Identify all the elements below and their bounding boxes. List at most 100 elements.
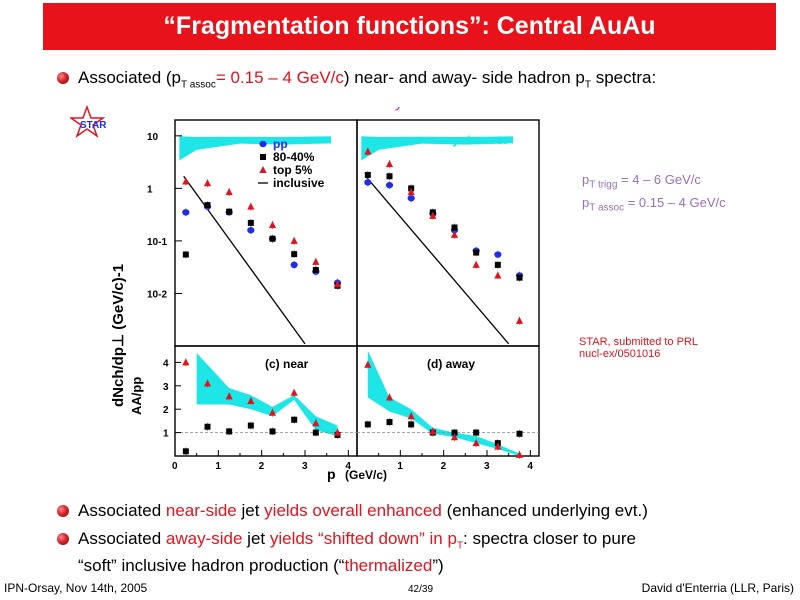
centrality-80-40-marker: [269, 235, 276, 242]
top5-marker: [182, 358, 190, 366]
centrality-80-40-marker: [204, 423, 211, 430]
y-tick-label: 1: [147, 184, 153, 195]
y-tick-label: 10-2: [147, 289, 167, 300]
top5-marker: [385, 393, 394, 401]
top5-marker: [247, 397, 255, 404]
top5-marker: [515, 450, 524, 458]
top5-marker: [290, 236, 298, 244]
x-tick-label: 4: [345, 461, 351, 472]
pp-marker: [494, 251, 502, 258]
centrality-80-40-marker: [312, 266, 319, 273]
star-logo: STAR: [68, 104, 120, 152]
near-side-label: Near-side: [182, 107, 251, 111]
top5-marker: [312, 419, 320, 427]
top5-marker: [450, 433, 459, 441]
ratio-away-label: (d) away: [427, 357, 475, 371]
syst-error-label: syst. error: [445, 132, 509, 147]
top5-marker: [333, 428, 342, 436]
syst-band-near: [179, 136, 331, 161]
text: (enhanced underlying evt.): [441, 501, 648, 520]
text: jet: [236, 501, 265, 520]
top5-marker: [268, 221, 277, 229]
y-tick-label: 10: [147, 132, 159, 143]
top5-marker: [494, 442, 502, 450]
y-tick-label: 1: [163, 429, 169, 440]
centrality-80-40-marker: [312, 429, 319, 436]
away-side-term: away-side: [165, 529, 243, 548]
intro-sub: T assoc: [181, 79, 216, 91]
intro-text: Associated (p: [78, 68, 181, 87]
top5-marker: [385, 160, 394, 168]
centrality-80-40-marker: [451, 429, 458, 436]
conclusion-near: Associated near-side jet yields overall …: [78, 500, 648, 521]
legend-label: pp: [273, 137, 288, 151]
chart-canvas: dNch/dp⊥ (GeV/c)-1 AA/pp p (GeV/c) 10110…: [110, 107, 540, 482]
away-side-label: Away-side: [364, 107, 438, 111]
x-tick-label: 0: [172, 461, 178, 472]
footer-center: 42/39: [408, 584, 434, 595]
centrality-80-40-marker: [269, 428, 276, 435]
centrality-80-40-marker: [516, 430, 523, 437]
pp-marker: [259, 140, 267, 148]
param-sub1: T trigg: [589, 179, 618, 191]
reference-line2: nucl-ex/0501016: [579, 348, 661, 360]
star-logo-text: STAR: [80, 120, 107, 131]
pp-marker: [385, 181, 394, 189]
param-val1: = 4 – 6 GeV/c: [617, 172, 701, 187]
centrality-80-40-marker: [494, 261, 501, 268]
top5-marker: [472, 439, 480, 447]
syst-band-away: [361, 136, 513, 161]
trigger-params: pT trigg = 4 – 6 GeV/c: [582, 172, 701, 191]
ratio-near-label: (c) near: [265, 357, 309, 371]
param-sub2: T assoc: [589, 202, 625, 214]
top5-marker: [225, 392, 233, 400]
top5-marker: [247, 202, 255, 210]
top5-marker: [494, 271, 502, 279]
footer-right: David d'Enterria (LLR, Paris): [641, 581, 794, 595]
centrality-80-40-marker: [364, 171, 371, 178]
intro-line: Associated (pT assoc= 0.15 – 4 GeV/c) ne…: [78, 67, 656, 95]
bullet-icon: [57, 72, 69, 84]
text: : spectra closer to pure: [463, 529, 636, 548]
assoc-params: pT assoc = 0.15 – 4 GeV/c: [582, 195, 726, 214]
top5-marker: [407, 412, 415, 420]
centrality-80-40-marker: [364, 421, 371, 428]
top5-marker: [225, 188, 233, 196]
conclusion-away: Associated away-side jet yields “shifted…: [78, 528, 636, 556]
reference-line1: STAR, submitted to PRL: [579, 336, 699, 348]
panel-frame-near: [174, 119, 358, 347]
x-axis-label: p: [327, 466, 336, 482]
centrality-80-40-marker: [386, 419, 393, 426]
text: Associated: [78, 529, 166, 548]
x-tick-label: 3: [302, 461, 308, 472]
top5-marker: [364, 147, 372, 155]
footer-left: IPN-Orsay, Nov 14th, 2005: [4, 581, 148, 595]
y-axis-label-top: dNch/dp⊥ (GeV/c)-1: [110, 264, 127, 407]
intro-mid: ) near- and away- side hadron p: [343, 68, 585, 87]
x-tick-label: 4: [527, 461, 533, 472]
pp-marker: [364, 179, 372, 186]
top5-marker: [333, 280, 342, 288]
top5-marker: [290, 388, 298, 396]
intro-range: = 0.15 – 4 GeV/c: [215, 68, 344, 87]
centrality-80-40-marker: [516, 274, 523, 281]
intro-suffix: spectra:: [591, 68, 657, 87]
x-tick-label: 2: [441, 461, 447, 472]
bullet-icon: [57, 505, 69, 517]
y-tick-label: 4: [163, 358, 169, 369]
sub: T: [456, 540, 464, 552]
y-axis-label-bottom: AA/pp: [129, 377, 144, 415]
legend-label: inclusive: [273, 176, 325, 190]
top5-marker: [407, 188, 415, 196]
enhanced-term: yields overall enhanced: [264, 501, 442, 520]
text: Associated: [78, 501, 166, 520]
slide-title: “Fragmentation functions”: Central AuAu: [43, 3, 776, 50]
top5-marker: [472, 260, 480, 268]
top5-marker: [182, 177, 190, 185]
centrality-80-40-marker: [182, 448, 189, 455]
text: “soft” inclusive hadron production (“: [78, 556, 345, 575]
inclusive-line: [183, 175, 306, 345]
centrality-80-40-marker: [473, 249, 480, 256]
centrality-80-40-marker: [451, 224, 458, 231]
shifted-term: yields “shifted down” in p: [269, 529, 457, 548]
